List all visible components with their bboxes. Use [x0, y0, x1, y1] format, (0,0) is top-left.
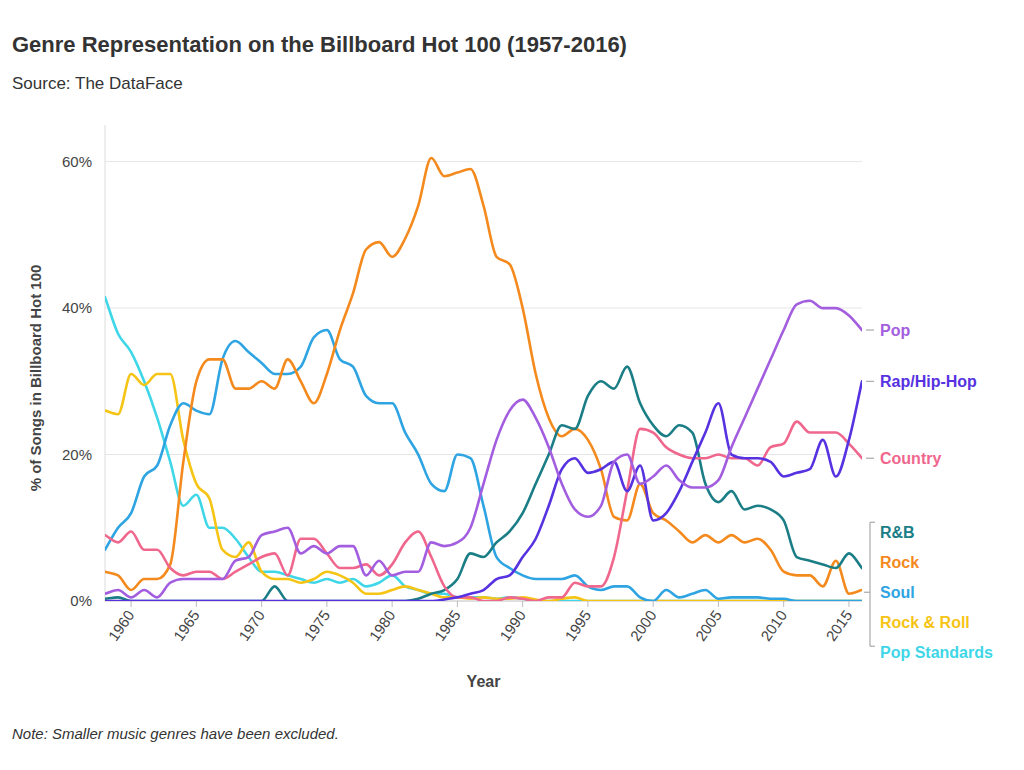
legend-connector [866, 458, 874, 459]
series-line [105, 158, 862, 594]
x-tick [392, 601, 393, 607]
y-tick-label: 40% [62, 299, 92, 316]
x-tick [653, 601, 654, 607]
legend-label: Rock & Roll [880, 614, 970, 631]
grid-line [105, 161, 862, 162]
title: Genre Representation on the Billboard Ho… [12, 32, 627, 57]
x-tick-label: 1995 [561, 607, 594, 644]
x-tick [522, 601, 523, 607]
x-tick-label: 1985 [431, 607, 464, 644]
x-tick [718, 601, 719, 607]
x-tick-label: 1960 [104, 607, 137, 644]
x-tick-label: 1970 [235, 607, 268, 644]
series-line [105, 301, 862, 598]
y-axis-label: % of Songs in Billboard Hot 100 [27, 265, 44, 492]
plot-lines [105, 158, 862, 601]
x-tick-label: 2000 [627, 607, 660, 644]
legend-bracket [864, 522, 875, 646]
x-tick [131, 601, 132, 607]
legend-connector [866, 330, 874, 331]
x-tick [587, 601, 588, 607]
note: Note: Smaller music genres have been exc… [12, 725, 339, 742]
grid-line [105, 454, 862, 455]
series-line [105, 297, 862, 601]
legend-connector [866, 381, 874, 382]
y-axis-line [105, 125, 106, 601]
y-tick-label: 60% [62, 153, 92, 170]
legend-label: R&B [880, 524, 915, 541]
x-tick [848, 601, 849, 607]
grid-line [105, 308, 862, 309]
x-tick-label: 1980 [366, 607, 399, 644]
x-tick [326, 601, 327, 607]
x-tick-label: 2005 [692, 607, 725, 644]
legend-label: Pop Standards [880, 644, 993, 661]
x-tick [457, 601, 458, 607]
x-tick-label: 2010 [757, 607, 790, 644]
legend-label: Rap/Hip-Hop [880, 373, 977, 390]
x-tick [196, 601, 197, 607]
legend-label: Country [880, 450, 941, 467]
x-tick [261, 601, 262, 607]
series-line [105, 381, 862, 601]
subtitle: Source: The DataFace [12, 74, 183, 93]
y-tick-label: 0% [70, 592, 92, 609]
legend-label: Soul [880, 584, 915, 601]
x-tick-label: 1990 [496, 607, 529, 644]
y-tick-label: 20% [62, 446, 92, 463]
legend-label: Rock [880, 554, 919, 571]
chart: Genre Representation on the Billboard Ho… [0, 0, 1024, 770]
series-line [105, 330, 862, 601]
legend-label: Pop [880, 322, 910, 339]
x-tick-label: 2015 [822, 607, 855, 644]
x-tick-label: 1975 [300, 607, 333, 644]
x-tick-label: 1965 [170, 607, 203, 644]
x-axis-label: Year [467, 673, 501, 690]
series-line [105, 422, 862, 601]
x-tick [783, 601, 784, 607]
